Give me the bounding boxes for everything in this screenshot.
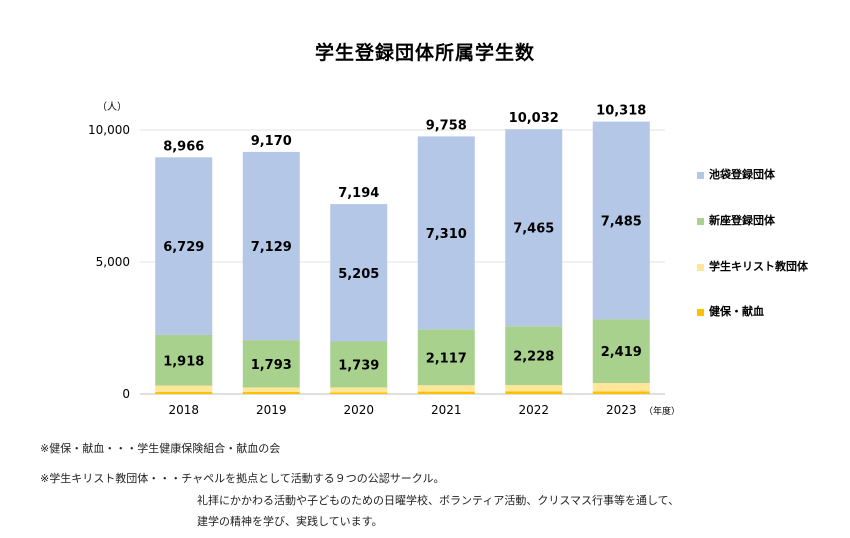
segment-value-label: 2,228 — [513, 350, 554, 365]
bar-segment — [330, 341, 388, 388]
segment-value-label: 7,465 — [513, 222, 554, 237]
segment-value-label: 1,739 — [338, 358, 379, 373]
bar-segment — [330, 387, 388, 393]
bar-segment — [417, 329, 475, 386]
bar-segment — [330, 204, 388, 342]
bar-segment — [592, 383, 650, 392]
bar-segment — [155, 334, 213, 386]
bar-segment — [242, 340, 300, 388]
x-tick-label: 2019 — [256, 403, 287, 417]
y-tick-label: 5,000 — [96, 255, 130, 269]
legend-swatch — [697, 217, 704, 225]
bar-segment — [592, 121, 650, 320]
note-health-blood: ※健保・献血・・・学生健康保険組合・献血の会 — [40, 442, 281, 455]
segment-value-label: 7,310 — [426, 227, 467, 242]
x-unit-label: （年度） — [644, 405, 680, 417]
x-tick-label: 2018 — [168, 403, 199, 417]
y-tick-label: 10,000 — [88, 123, 130, 137]
legend-item: 学生キリスト教団体 — [697, 258, 808, 274]
segment-value-label: 7,129 — [251, 240, 292, 255]
legend-label: 学生キリスト教団体 — [709, 260, 808, 273]
segment-value-label: 1,918 — [163, 354, 204, 369]
bar-segment — [417, 136, 475, 330]
y-tick-label: 0 — [122, 387, 130, 401]
bar-segment — [417, 385, 475, 392]
x-tick-label: 2023 — [606, 403, 637, 417]
bar-segment — [592, 319, 650, 384]
bar-segment — [505, 129, 563, 327]
bar-segment — [505, 391, 563, 394]
legend-swatch — [697, 171, 704, 179]
segment-value-label: 2,117 — [426, 351, 467, 366]
note-christian-groups-detail: 礼拝にかかわる活動や子どものための日曜学校、ボランティア活動、クリスマス行事等を… — [197, 494, 680, 507]
segment-value-label: 1,793 — [251, 358, 292, 373]
segment-value-label: 7,485 — [601, 214, 642, 229]
note-christian-groups: ※学生キリスト教団体・・・チャペルを拠点として活動する９つの公認サークル。 — [40, 472, 445, 485]
bar-segment — [417, 391, 475, 394]
legend-item: 新座登録団体 — [697, 212, 775, 228]
total-value-label: 9,170 — [251, 134, 292, 149]
legend-item: 池袋登録団体 — [697, 166, 775, 182]
total-value-label: 10,032 — [509, 111, 559, 126]
note-christian-groups-detail-2: 建学の精神を学び、実践しています。 — [197, 515, 383, 528]
bar-segment — [330, 392, 388, 394]
segment-value-label: 5,205 — [338, 267, 379, 282]
bar-segment — [242, 387, 300, 393]
x-tick-label: 2022 — [518, 403, 549, 417]
total-value-label: 9,758 — [426, 118, 467, 133]
chart-title: 学生登録団体所属学生数 — [314, 42, 535, 64]
bar-segment — [505, 385, 563, 392]
bar-segment — [242, 151, 300, 341]
bar-segment — [592, 391, 650, 394]
total-value-label: 10,318 — [596, 104, 646, 119]
legend-label: 池袋登録団体 — [709, 168, 775, 181]
segment-value-label: 6,729 — [163, 240, 204, 255]
legend-swatch — [697, 263, 704, 271]
legend-label: 新座登録団体 — [709, 214, 775, 227]
x-tick-label: 2021 — [431, 403, 462, 417]
bar-segment — [155, 157, 213, 335]
bar-segment — [505, 326, 563, 386]
bar-segment — [242, 392, 300, 394]
legend-item: 健保・献血 — [697, 303, 764, 319]
total-value-label: 8,966 — [163, 139, 204, 154]
total-value-label: 7,194 — [338, 186, 379, 201]
bar-segment — [155, 385, 213, 392]
x-tick-label: 2020 — [343, 403, 374, 417]
segment-value-label: 2,419 — [601, 345, 642, 360]
y-unit-label: （人） — [97, 101, 127, 113]
legend-label: 健保・献血 — [709, 305, 764, 318]
legend-swatch — [697, 308, 704, 316]
bar-segment — [155, 391, 213, 394]
